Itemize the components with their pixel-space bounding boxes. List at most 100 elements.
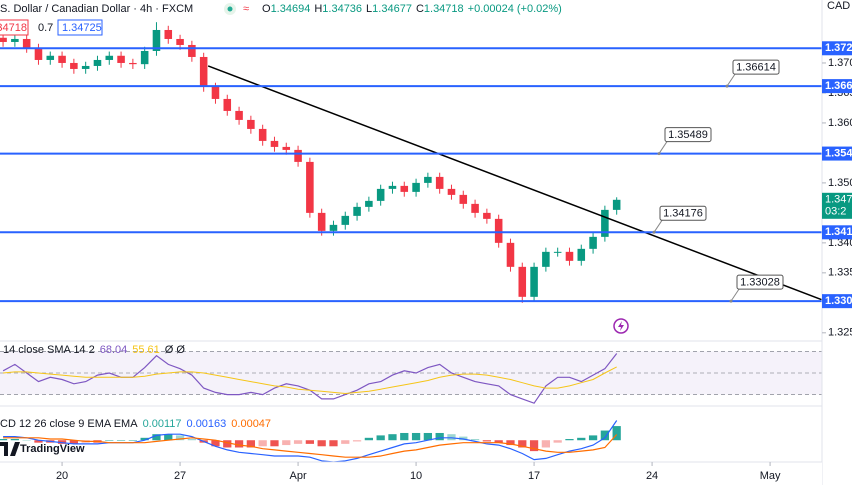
ohlc-value: 1.34718 [424, 3, 464, 15]
candle-body [105, 55, 114, 60]
histogram-bar [329, 440, 338, 447]
time-axis [0, 462, 822, 485]
rsi-line [3, 366, 617, 395]
ohlc-label: C [416, 3, 424, 15]
trend-line [207, 65, 823, 301]
callout-anchor [657, 152, 661, 156]
candle-body [117, 55, 125, 63]
x-tick-label: Apr [290, 470, 307, 482]
candle-body [612, 199, 621, 210]
candle-body [412, 182, 420, 192]
callout-pointer [726, 73, 736, 87]
ohlc-value: 1.34677 [372, 3, 412, 15]
histogram-bar [175, 435, 185, 441]
countdown: 03:2 [825, 206, 846, 218]
callout-box [664, 127, 712, 143]
status-dot-core [227, 6, 233, 12]
callout-anchor [652, 230, 656, 234]
histogram-bar [352, 440, 362, 442]
candle-body [435, 176, 444, 189]
level-box-label: 1.33028 [825, 295, 852, 307]
x-tick-label: 17 [528, 470, 540, 482]
candle-body [471, 203, 479, 213]
brand-logo [0, 442, 20, 456]
callout-box [736, 274, 784, 290]
ohlc-value: 1.34694 [271, 3, 311, 15]
histogram-bar [482, 440, 492, 442]
indicator-flags: Ø Ø [165, 344, 186, 356]
candle-body [70, 62, 78, 69]
legend-value: 0.00163 [187, 418, 227, 430]
y-tick-label: 1.335 [828, 267, 852, 279]
bid-box [0, 19, 29, 36]
callout-pointer [653, 220, 663, 233]
candle-body [459, 194, 468, 204]
level-box-label: 1.35489 [825, 147, 852, 159]
candle-body [81, 65, 90, 69]
indicator-legend: CD 12 26 close 9 EMA EMA 0.00117 0.00163 0.… [0, 418, 271, 430]
level-box-label: 1.37245 [825, 42, 852, 54]
histogram-bar [105, 440, 114, 441]
ask-box [57, 19, 103, 36]
histogram-bar [506, 440, 515, 446]
histogram-bar [57, 440, 67, 444]
brand-name: TradingView [20, 443, 85, 455]
histogram-bar [577, 437, 586, 441]
candle-body [506, 242, 515, 267]
callout-box [732, 59, 780, 75]
candle-body [211, 86, 220, 99]
level-box-label: 1.34176 [825, 226, 852, 238]
histogram-bar [116, 440, 126, 441]
last-price-box [822, 192, 852, 219]
callout-label: 1.34176 [663, 208, 703, 220]
histogram-bar [588, 435, 598, 441]
histogram-bar [152, 434, 161, 441]
histogram-bar [305, 440, 315, 444]
candle-body [306, 161, 314, 213]
ohlc-value: 1.34736 [322, 3, 362, 15]
callout-anchor [729, 299, 733, 303]
candle-body [34, 47, 43, 60]
histogram-bar [400, 432, 409, 441]
symbol-title: S. Dollar / Canadian Dollar · 4h · FXCM [0, 3, 193, 15]
y-tick-label: 1.370 [828, 57, 852, 69]
histogram-bar [128, 440, 137, 441]
candle-body [164, 29, 173, 39]
candle-body [11, 38, 19, 42]
callout-label: 1.36614 [736, 62, 776, 74]
panes [0, 22, 852, 463]
histogram-bar [612, 426, 621, 441]
histogram-bar [553, 440, 562, 443]
candle-body [152, 29, 161, 51]
candle-body [400, 185, 409, 192]
histogram-bar [435, 432, 444, 441]
ohlc-label: O [262, 3, 271, 15]
spread-label: 0.7 [38, 22, 53, 34]
candle-body [46, 55, 55, 60]
histogram-bar [411, 432, 421, 441]
bid-label: 1.34718 [0, 22, 27, 34]
y-tick-label: 1.360 [828, 117, 852, 129]
histogram-bar [364, 437, 374, 441]
ohlc-label: L [366, 3, 372, 15]
histogram-bar [223, 440, 232, 448]
level-box [822, 146, 852, 161]
ask-label: 1.34725 [62, 22, 102, 34]
histogram-bar [317, 440, 326, 447]
candle-body [294, 149, 302, 162]
histogram-bar [211, 440, 220, 447]
candle-body [235, 110, 243, 120]
candle-body [589, 236, 597, 249]
level-box [822, 41, 852, 56]
status-icon: ≈ [243, 3, 249, 15]
candle-body [329, 224, 338, 231]
histogram-bar [541, 440, 551, 448]
candle-body [376, 188, 385, 201]
histogram-bar [270, 440, 279, 447]
candle-body [365, 200, 373, 207]
histogram-bar [34, 440, 43, 443]
histogram-bar [234, 440, 244, 448]
histogram-bar [518, 440, 527, 448]
